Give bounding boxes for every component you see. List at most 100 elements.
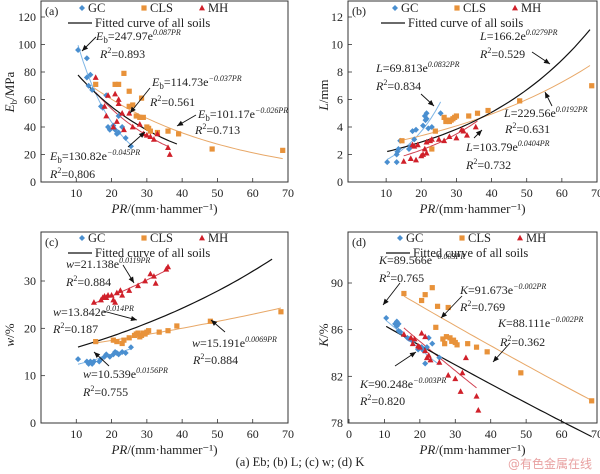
mh-point	[108, 292, 115, 298]
r-squared-superscript: 2	[200, 352, 204, 361]
r-squared-superscript: 2	[473, 157, 477, 166]
cls-point	[114, 338, 120, 345]
mh-point	[400, 158, 407, 164]
cls-point	[207, 318, 213, 324]
r-squared-label: R	[149, 95, 158, 109]
legend-label-cls: CLS	[150, 1, 173, 15]
equation-variable: E	[197, 107, 206, 121]
x-tick-label: 50	[520, 427, 532, 441]
r-squared-value: =0.834	[387, 79, 421, 93]
gc-point	[423, 115, 430, 122]
cls-point	[454, 342, 460, 348]
plot-frame	[347, 231, 598, 424]
y-axis-variable: w	[2, 338, 17, 347]
cls-point	[140, 114, 146, 120]
equation-coefficient: =10.539e	[91, 367, 136, 381]
r-squared: R2=0.884	[65, 274, 111, 289]
r-squared-value: =0.884	[204, 353, 238, 367]
gc-point	[395, 320, 402, 327]
cls-point	[589, 398, 595, 404]
r-squared: R2=0.820	[359, 393, 405, 408]
legend-label-all: Fitted curve of all soils	[408, 16, 523, 30]
equation-variable: K	[459, 283, 469, 297]
y-tick-label: 4	[337, 120, 343, 134]
fit-curve-all	[77, 74, 178, 145]
legend-label-gc: GC	[401, 1, 418, 15]
x-tick-label: 30	[449, 427, 461, 441]
r-squared: R2=0.884	[192, 352, 238, 367]
panel-label: (b)	[352, 4, 366, 18]
equation-variable: w	[53, 305, 61, 319]
arrow-head	[211, 320, 218, 326]
r-squared-value: =0.769	[471, 300, 505, 314]
r-squared: R2=0.561	[149, 94, 195, 109]
mh-point	[165, 263, 172, 270]
legend-label-cls: CLS	[468, 231, 491, 245]
mh-point	[105, 92, 112, 98]
gc-point	[75, 47, 82, 53]
mh-point	[421, 145, 428, 152]
cls-point	[401, 290, 407, 297]
cls-point	[518, 370, 524, 376]
mh-point	[119, 292, 126, 298]
cls-point	[453, 113, 460, 119]
mh-point	[110, 123, 117, 130]
y-tick-label: 40	[24, 120, 36, 134]
cls-point	[93, 81, 99, 87]
legend-label-mh: MH	[208, 231, 228, 245]
r-squared-superscript: 2	[383, 78, 387, 87]
cls-point	[447, 335, 453, 341]
fit-equation: w=15.191e0.0069PR	[192, 335, 277, 350]
figure-caption: (a) Eb; (b) L; (c) w; (d) K	[0, 455, 600, 470]
x-axis-unit: /(mm·hammer⁻¹)	[127, 201, 217, 216]
r-squared-superscript: 2	[202, 122, 206, 131]
r-squared-value: =0.884	[77, 275, 111, 289]
cls-point	[440, 336, 446, 342]
r-squared-superscript: 2	[386, 270, 390, 279]
panel-label: (c)	[45, 235, 58, 249]
gc-point	[437, 110, 444, 117]
gc-point	[90, 358, 97, 365]
x-axis-variable: PR	[418, 201, 435, 216]
gc-point	[425, 334, 432, 341]
equation-variable: w	[192, 336, 200, 350]
equation-coefficient: =101.17e	[210, 107, 255, 121]
gc-point	[83, 55, 90, 62]
legend-label-mh: MH	[526, 231, 546, 245]
gc-point	[436, 354, 443, 361]
equation-coefficient: =69.813e	[383, 61, 428, 75]
y-tick-label: 6	[337, 93, 343, 107]
cls-point	[517, 98, 523, 104]
fit-equation: Eb=130.82e−0.045PR	[49, 148, 140, 165]
r-squared-value: =0.529	[491, 47, 525, 61]
mh-point	[152, 280, 159, 286]
mh-point	[457, 388, 464, 394]
mh-point	[90, 299, 97, 305]
arrow-head	[383, 298, 389, 305]
panel-d: 0 10 20 30 40 50 60 70 78 82 86 90 PR/(mm·hammer⁻¹) K…	[316, 231, 600, 457]
mh-point	[423, 149, 430, 156]
r-squared-label: R	[378, 271, 387, 285]
mh-point	[400, 331, 407, 337]
gc-point	[429, 340, 436, 347]
mh-point	[472, 123, 479, 130]
equation-exponent: 0.0069PR	[245, 335, 277, 344]
y-tick-label: 60	[24, 93, 36, 107]
x-tick-label: 10	[70, 427, 82, 441]
equation-variable: L	[479, 29, 487, 43]
equation-coefficient: =21.138e	[74, 257, 119, 271]
x-tick-label: 20	[106, 186, 118, 200]
r-squared-superscript: 2	[73, 274, 77, 283]
y-axis-variable: K	[316, 337, 331, 348]
y-tick-label: 0	[337, 175, 343, 189]
y-tick-label: 20	[24, 321, 36, 335]
x-tick-label: 40	[176, 427, 188, 441]
mh-point	[459, 369, 466, 376]
arrow-head	[475, 130, 482, 137]
x-tick-label: 30	[450, 186, 462, 200]
cls-point	[126, 335, 132, 341]
fit-curve-cls	[403, 295, 592, 401]
mh-point	[147, 133, 154, 140]
y-axis-title: w/%	[2, 323, 17, 346]
watermark: @有色金属在线	[507, 457, 592, 471]
